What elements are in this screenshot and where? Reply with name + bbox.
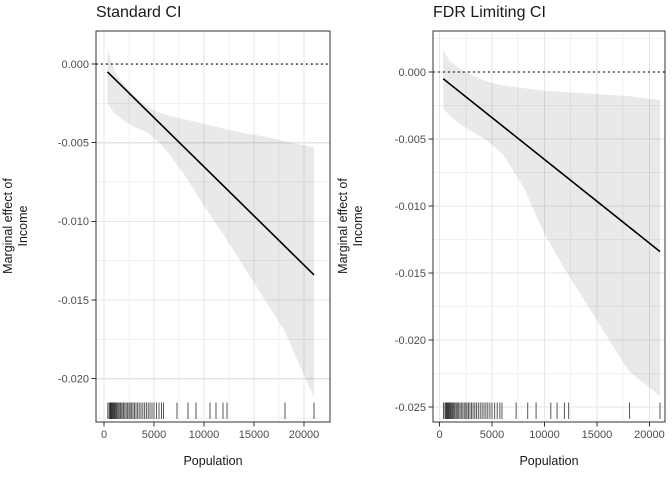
y-tick-label: -0.020 [58, 374, 89, 386]
panel-border [432, 30, 666, 423]
x-tick-label: 15000 [582, 429, 613, 441]
axis-ticks [91, 63, 305, 427]
y-tick-label: -0.010 [395, 201, 426, 213]
marginal-effect-line [106, 71, 315, 276]
confidence-ribbon [107, 48, 314, 398]
y-tick-label: -0.005 [395, 134, 426, 146]
y-axis-title-left-line2: Income [16, 205, 30, 247]
x-axis-title-left: Population [183, 454, 243, 468]
axis-tick-labels: 0 5000 10000 15000 20000 0.000 -0.005 -0.010 -0.… [58, 59, 320, 441]
x-tick-label: 0 [436, 429, 442, 441]
y-axis-title-left: Marginal effect of Income [1, 141, 33, 311]
y-axis-title-right-line1: Marginal effect of [336, 178, 350, 274]
y-tick-label: -0.025 [395, 402, 426, 414]
y-axis-title-right: Marginal effect of Income [336, 141, 368, 311]
x-tick-label: 10000 [529, 429, 560, 441]
y-axis-title-right-line2: Income [351, 205, 365, 247]
x-tick-label: 5000 [480, 429, 504, 441]
rug-marks [107, 402, 315, 419]
x-tick-label: 20000 [289, 429, 320, 441]
x-tick-label: 20000 [634, 429, 665, 441]
x-tick-label: 0 [101, 429, 107, 441]
x-tick-label: 15000 [239, 429, 270, 441]
y-tick-label: -0.015 [58, 295, 89, 307]
y-tick-label: -0.005 [58, 138, 89, 150]
plot-title-fdr-limiting-ci: FDR Limiting CI [433, 4, 546, 21]
axis-tick-labels: 0 5000 10000 15000 20000 0.000 -0.005 -0.010 -0.… [395, 67, 665, 441]
plot-panel-fdr-limiting-ci: 0 5000 10000 15000 20000 0.000 -0.005 -0.010 -0.… [395, 30, 666, 441]
marginal-effect-line [442, 78, 661, 253]
y-tick-label: -0.010 [58, 216, 89, 228]
grid-minor [433, 31, 665, 422]
y-tick-label: -0.020 [395, 335, 426, 347]
y-tick-label: 0.000 [398, 67, 426, 79]
axis-ticks [428, 71, 650, 427]
x-tick-label: 5000 [142, 429, 166, 441]
y-tick-label: 0.000 [61, 59, 89, 71]
x-tick-label: 10000 [189, 429, 220, 441]
x-axis-title-right: Population [519, 454, 579, 468]
confidence-ribbon [443, 50, 660, 397]
y-tick-label: -0.015 [395, 268, 426, 280]
plot-panel-standard-ci: 0 5000 10000 15000 20000 0.000 -0.005 -0.010 -0.… [58, 30, 331, 441]
grid-major [96, 31, 330, 422]
y-axis-title-left-line1: Marginal effect of [1, 178, 15, 274]
panel-border [95, 30, 331, 423]
plot-title-standard-ci: Standard CI [96, 4, 182, 21]
grid-minor [96, 31, 330, 422]
rug-marks [442, 402, 661, 419]
